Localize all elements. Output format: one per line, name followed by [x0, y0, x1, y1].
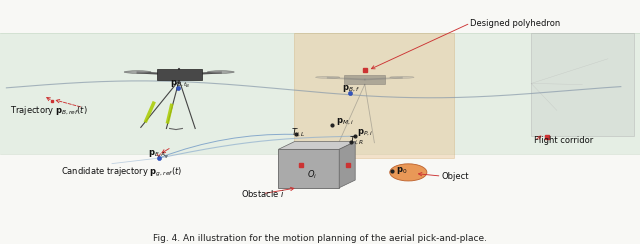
Text: Trajectory $\mathbf{p}_{B,ref}(t)$: Trajectory $\mathbf{p}_{B,ref}(t)$	[10, 104, 88, 117]
Text: $\mathbf{p}_{E,A_g}$: $\mathbf{p}_{E,A_g}$	[148, 149, 170, 161]
Text: Flight corridor: Flight corridor	[534, 136, 594, 145]
Text: $\mathbf{p}_{M,i}$: $\mathbf{p}_{M,i}$	[336, 116, 354, 127]
Bar	[344, 75, 385, 84]
Ellipse shape	[207, 71, 234, 73]
Polygon shape	[531, 33, 634, 136]
Ellipse shape	[390, 76, 414, 78]
Text: $\mathbf{p}_0$: $\mathbf{p}_0$	[396, 165, 407, 176]
Text: $T_{i,R}$: $T_{i,R}$	[349, 134, 364, 147]
Text: Object: Object	[442, 172, 469, 181]
Text: Designed polyhedron: Designed polyhedron	[470, 19, 561, 28]
Ellipse shape	[124, 71, 151, 73]
Text: Fig. 4. An illustration for the motion planning of the aerial pick-and-place.: Fig. 4. An illustration for the motion p…	[153, 234, 487, 243]
Bar	[278, 149, 339, 188]
Text: $\mathbf{p}_{P,i}$: $\mathbf{p}_{P,i}$	[357, 127, 373, 138]
Bar	[294, 33, 454, 158]
Text: $O_i$: $O_i$	[307, 168, 317, 181]
Text: $\mathbf{p}_{B,f}$: $\mathbf{p}_{B,f}$	[342, 83, 360, 94]
Polygon shape	[278, 142, 355, 149]
Ellipse shape	[390, 164, 427, 181]
Ellipse shape	[316, 76, 340, 78]
Polygon shape	[339, 142, 355, 188]
Text: $T_{i,L}$: $T_{i,L}$	[291, 127, 306, 139]
Text: $\mathbf{p}_{B,t_B}$: $\mathbf{p}_{B,t_B}$	[170, 79, 189, 90]
Text: Candidate trajectory $\mathbf{p}_{g,ref}(t)$: Candidate trajectory $\mathbf{p}_{g,ref}…	[61, 166, 182, 179]
Text: Obstacle $i$: Obstacle $i$	[241, 188, 284, 199]
Bar	[157, 69, 202, 80]
Bar	[0, 33, 640, 154]
